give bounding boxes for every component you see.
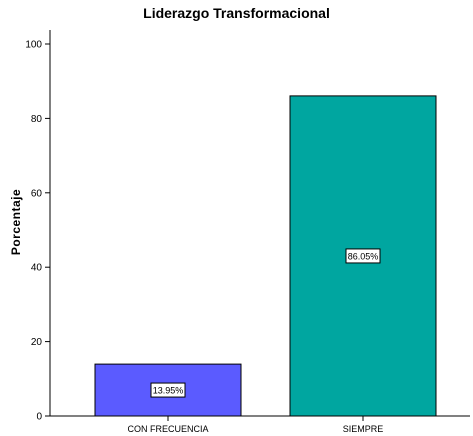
data-label-box (150, 382, 186, 398)
y-tick-label: 80 (31, 114, 43, 125)
data-label: 86.05% (348, 251, 379, 261)
data-label: 13.95% (153, 386, 184, 396)
y-tick-label: 40 (31, 263, 43, 274)
y-tick-label: 60 (31, 188, 43, 199)
y-tick-label: 20 (31, 337, 43, 348)
x-tick-label: CON FRECUENCIA (127, 424, 208, 434)
chart-title: Liderazgo Transformacional (143, 5, 330, 21)
y-tick-label: 100 (25, 40, 42, 51)
y-tick-label: 0 (36, 412, 42, 423)
data-label-box (345, 248, 381, 264)
x-tick-label: SIEMPRE (343, 424, 384, 434)
